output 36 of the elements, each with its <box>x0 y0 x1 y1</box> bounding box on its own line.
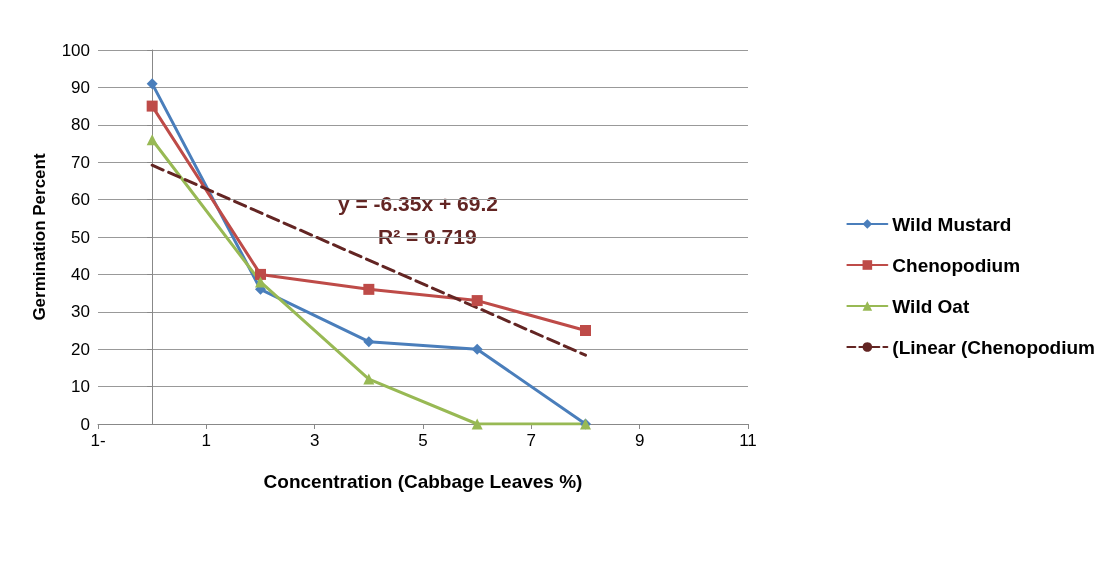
y-tick-label: 60 <box>71 190 90 210</box>
y-tick-label: 80 <box>71 115 90 135</box>
point <box>580 325 591 336</box>
y-tick-label: 90 <box>71 77 90 97</box>
y-tick-label: 10 <box>71 377 90 397</box>
y-tick-label: 0 <box>80 414 90 434</box>
point <box>471 295 483 307</box>
point <box>363 336 375 348</box>
point <box>471 418 483 430</box>
legend-label: Wild Mustard <box>892 213 1012 235</box>
x-axis-title: Concentration (Cabbage Leaves %) <box>263 471 583 492</box>
x-tick-label: 1 <box>201 431 212 450</box>
point <box>363 373 375 385</box>
y-axis-title: Germination Percent <box>30 153 49 321</box>
x-tick-label: 7 <box>526 431 537 450</box>
x-tick-label: 3 <box>309 431 320 450</box>
y-tick-label: 40 <box>71 264 90 284</box>
x-tick-label: 5 <box>418 431 428 450</box>
y-tick-label: 30 <box>71 302 90 322</box>
point <box>255 276 266 288</box>
x-tick-label: 9 <box>634 431 645 450</box>
legend-label: (Linear (Chenopodium <box>892 336 1095 358</box>
y-tick-label: 100 <box>61 40 90 60</box>
y-tick-label: 50 <box>71 227 90 247</box>
point <box>146 134 158 146</box>
x-tick-label: 11 <box>739 431 757 450</box>
x-tick-label: 1- <box>90 431 106 450</box>
point <box>471 343 483 355</box>
point <box>146 78 158 90</box>
legend-label: Wild Oat <box>892 295 970 317</box>
y-tick-label: 70 <box>71 152 90 172</box>
legend-label: Chenopodium <box>892 254 1021 276</box>
point <box>255 268 266 280</box>
point <box>363 283 375 295</box>
point <box>146 100 158 112</box>
y-tick-label: 20 <box>71 339 90 359</box>
